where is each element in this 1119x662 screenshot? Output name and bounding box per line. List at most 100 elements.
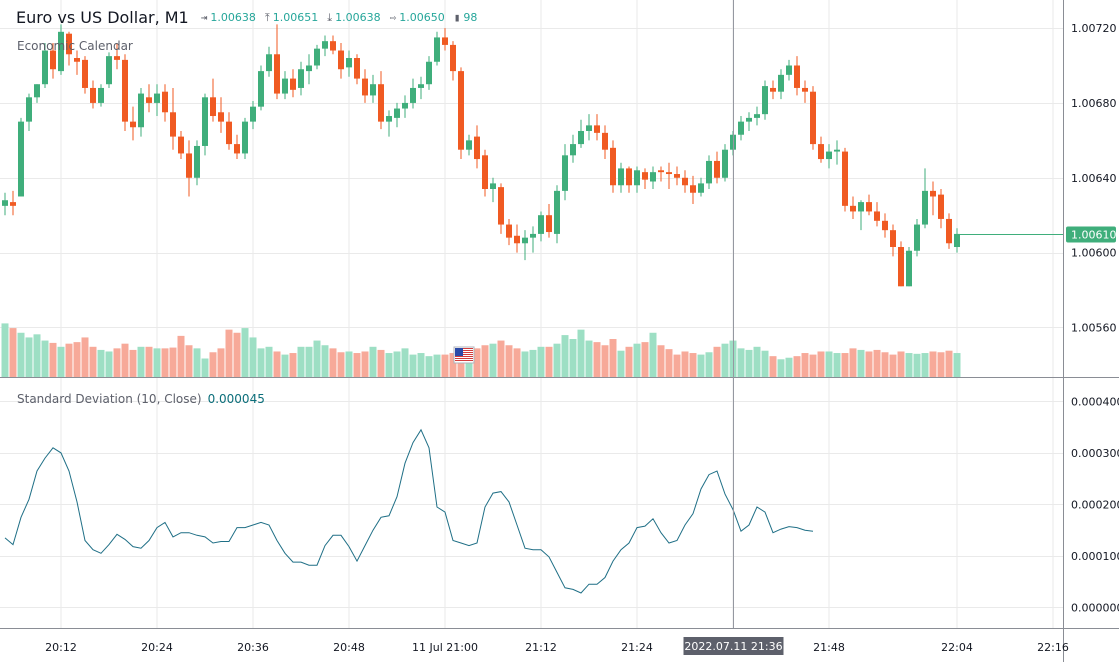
candle-body bbox=[346, 58, 352, 68]
economic-calendar-label[interactable]: Economic Calendar bbox=[17, 39, 133, 53]
volume-bar bbox=[585, 340, 593, 378]
time-tick-label: 20:36 bbox=[237, 641, 269, 654]
close-price: 1.00650 bbox=[399, 11, 445, 24]
candle-body bbox=[186, 153, 192, 178]
price-tick-label: 1.00600 bbox=[1071, 247, 1117, 260]
candle-body bbox=[218, 112, 224, 122]
volume-bar bbox=[225, 329, 233, 378]
price-tick-label: 1.00640 bbox=[1071, 172, 1117, 185]
candle-body bbox=[698, 183, 704, 193]
volume-bar bbox=[569, 339, 577, 378]
stddev-series bbox=[4, 428, 814, 594]
candle-body bbox=[938, 194, 944, 219]
candle-body bbox=[226, 121, 232, 145]
indicator-legend[interactable]: Standard Deviation (10, Close) 0.000045 bbox=[17, 392, 265, 406]
volume-bar bbox=[529, 349, 537, 378]
volume-bar bbox=[825, 351, 833, 378]
volume-bar bbox=[777, 359, 785, 378]
candle-body bbox=[242, 121, 248, 154]
candle-body bbox=[538, 215, 544, 234]
candle-body bbox=[138, 93, 144, 128]
high-value: ⤒ 1.00651 bbox=[265, 11, 318, 25]
candle-body bbox=[658, 170, 664, 173]
candle-body bbox=[282, 78, 288, 94]
candle-body bbox=[882, 220, 888, 231]
candle-body bbox=[594, 125, 600, 133]
volume-bar bbox=[641, 342, 649, 378]
candlestick-series bbox=[2, 24, 960, 287]
volume-bar bbox=[33, 334, 41, 378]
candle-body bbox=[682, 177, 688, 186]
volume-bar bbox=[1, 323, 9, 378]
volume-bar bbox=[673, 354, 681, 378]
candle-body bbox=[746, 117, 752, 122]
candle-body bbox=[130, 121, 136, 128]
candle-body bbox=[338, 50, 344, 70]
candle-body bbox=[66, 33, 72, 55]
close-arrow-icon: ⇨ bbox=[389, 11, 397, 24]
volume-bar bbox=[897, 351, 905, 378]
time-tick-label: 21:12 bbox=[525, 641, 557, 654]
candle-body bbox=[202, 97, 208, 146]
us-flag-event-icon[interactable] bbox=[453, 346, 475, 364]
open-price: 1.00638 bbox=[210, 11, 256, 24]
volume-bar bbox=[649, 332, 657, 378]
volume-bar bbox=[449, 353, 457, 378]
candle-body bbox=[634, 170, 640, 186]
candle-body bbox=[458, 71, 464, 150]
crosshair-time-bg bbox=[683, 637, 784, 655]
flag-stripe bbox=[455, 360, 473, 361]
candle-body bbox=[850, 205, 856, 212]
candle-body bbox=[738, 121, 744, 135]
candle-body bbox=[10, 202, 16, 206]
volume-bar bbox=[905, 353, 913, 378]
volume-bar bbox=[209, 352, 217, 378]
candle-body bbox=[386, 116, 392, 122]
volume-bar bbox=[25, 337, 33, 378]
price-tick-label: 1.00560 bbox=[1071, 321, 1117, 334]
candle-body bbox=[618, 168, 624, 186]
volume-bar bbox=[761, 350, 769, 378]
volume-bar bbox=[249, 337, 257, 378]
time-tick-label: 22:16 bbox=[1037, 641, 1069, 654]
time-tick-label: 21:24 bbox=[621, 641, 653, 654]
volume-bar bbox=[553, 343, 561, 378]
volume-bar bbox=[81, 337, 89, 378]
volume-value: ▮ 98 bbox=[454, 11, 478, 24]
volume-bar bbox=[697, 354, 705, 378]
volume-bar bbox=[505, 345, 513, 378]
volume-bar bbox=[873, 349, 881, 378]
volume-bar bbox=[129, 349, 137, 378]
candle-body bbox=[250, 106, 256, 122]
candle-body bbox=[554, 190, 560, 234]
candle-body bbox=[722, 149, 728, 178]
candle-body bbox=[170, 112, 176, 137]
candle-body bbox=[826, 151, 832, 160]
candle-body bbox=[114, 56, 120, 60]
candle-body bbox=[810, 91, 816, 145]
price-tick-label: 1.00720 bbox=[1071, 22, 1117, 35]
volume-bar bbox=[9, 328, 17, 378]
volume-bar bbox=[17, 332, 25, 378]
candle-body bbox=[146, 97, 152, 103]
volume-bar bbox=[369, 346, 377, 378]
stddev-line bbox=[4, 428, 814, 594]
grid-lines bbox=[0, 0, 1063, 628]
volume-bar bbox=[593, 342, 601, 378]
volume-bar bbox=[753, 346, 761, 378]
open-value: ⇥ 1.00638 bbox=[201, 11, 256, 24]
candle-body bbox=[946, 218, 952, 244]
volume-bar bbox=[337, 352, 345, 378]
candle-body bbox=[306, 65, 312, 72]
symbol-title[interactable]: Euro vs US Dollar, M1 bbox=[16, 8, 189, 27]
volume-bar bbox=[177, 335, 185, 378]
time-tick-label: 20:12 bbox=[45, 641, 77, 654]
volume-bar bbox=[417, 353, 425, 378]
candle-body bbox=[378, 84, 384, 122]
candle-body bbox=[162, 91, 168, 113]
candle-body bbox=[298, 69, 304, 88]
stddev-tick-label: 0.000300 bbox=[1071, 447, 1119, 460]
time-tick-label: 20:48 bbox=[333, 641, 365, 654]
volume-bar bbox=[785, 357, 793, 378]
